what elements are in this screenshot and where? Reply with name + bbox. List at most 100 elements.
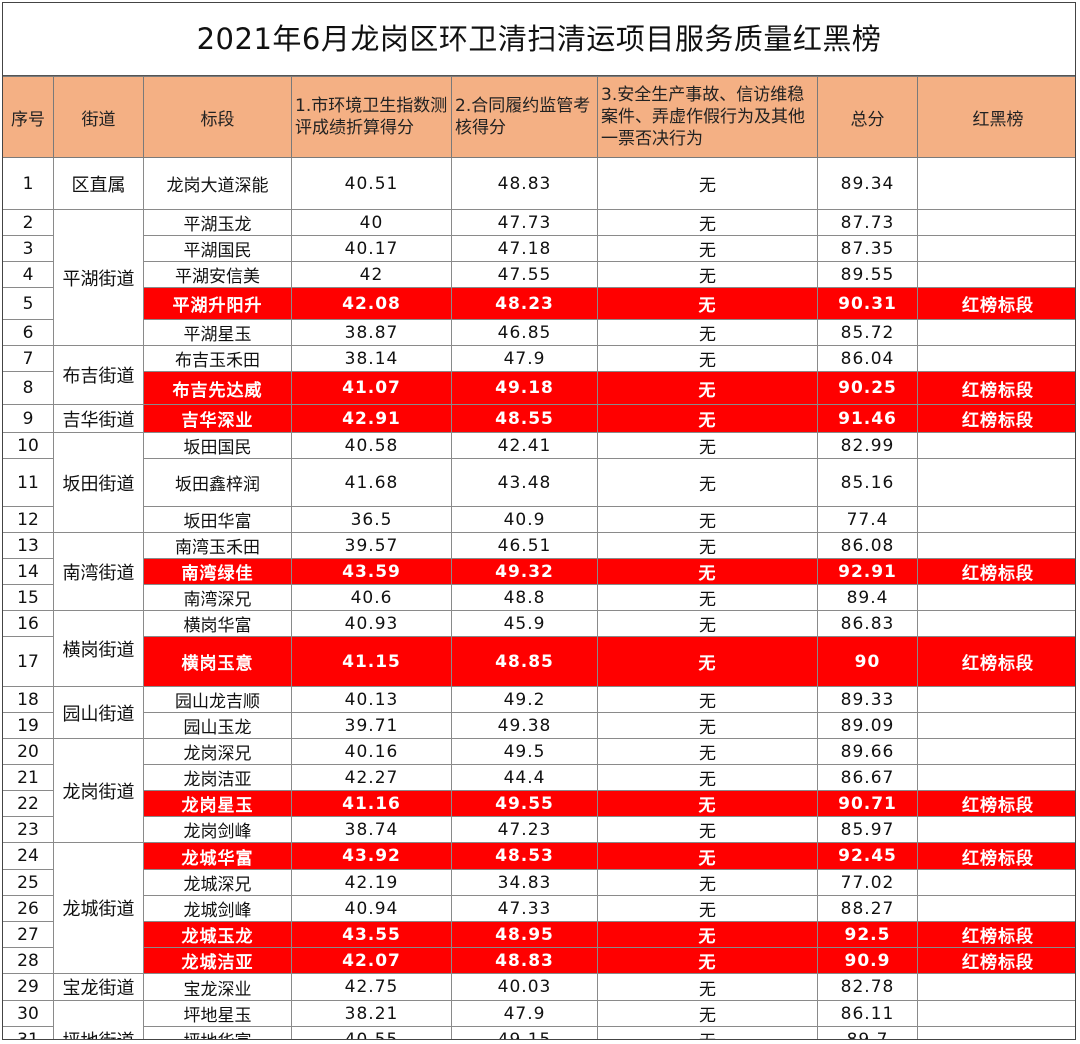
section-name: 龙城剑峰 xyxy=(143,895,292,922)
row-number: 21 xyxy=(3,764,54,791)
section-name: 龙城深兄 xyxy=(143,869,292,896)
score-2: 48.55 xyxy=(451,404,598,433)
section-name: 吉华深业 xyxy=(143,404,292,433)
total-score: 86.08 xyxy=(817,532,918,559)
score-3: 无 xyxy=(597,345,818,372)
section-name: 布吉先达威 xyxy=(143,371,292,405)
total-score: 90.31 xyxy=(817,287,918,320)
section-name: 南湾深兄 xyxy=(143,584,292,611)
total-score: 92.45 xyxy=(817,842,918,870)
score-3: 无 xyxy=(597,261,818,288)
header-row: 序号 街道 标段 1.市环境卫生指数测评成绩折算得分 2.合同履约监管考核得分 … xyxy=(3,76,1075,158)
row-number: 15 xyxy=(3,584,54,611)
table-row: 9 吉华街道 吉华深业 42.91 48.55 无 91.46 红榜标段 xyxy=(3,404,1075,433)
red-black-status xyxy=(917,209,1075,236)
table-row: 10 坂田街道 坂田国民 40.58 42.41 无 82.99 xyxy=(3,432,1075,533)
table-row: 7 布吉街道 布吉玉禾田 38.14 47.9 无 86.04 xyxy=(3,345,1075,405)
section-name: 平湖安信美 xyxy=(143,261,292,288)
table-row: 22 龙岗星玉 41.16 49.55 无 90.71 红榜标段 xyxy=(3,790,1075,817)
row-number: 19 xyxy=(3,712,54,739)
street-name: 龙城街道 xyxy=(53,842,144,974)
score-2: 47.18 xyxy=(451,235,598,262)
row-number: 25 xyxy=(3,869,54,896)
section-name: 平湖升阳升 xyxy=(143,287,292,320)
total-score: 85.16 xyxy=(817,458,918,507)
table-row: 5 平湖升阳升 42.08 48.23 无 90.31 红榜标段 xyxy=(3,287,1075,320)
table-row: 8 布吉先达威 41.07 49.18 无 90.25 红榜标段 xyxy=(3,371,1075,405)
red-black-status xyxy=(917,764,1075,791)
score-2: 48.85 xyxy=(451,636,598,687)
score-1: 40.6 xyxy=(291,584,452,611)
score-3: 无 xyxy=(597,816,818,843)
section-name: 南湾绿佳 xyxy=(143,558,292,585)
score-3: 无 xyxy=(597,738,818,765)
header-score2: 2.合同履约监管考核得分 xyxy=(451,76,598,158)
row-number: 29 xyxy=(3,973,54,1001)
street-name: 横岗街道 xyxy=(53,610,144,687)
section-name: 横岗华富 xyxy=(143,610,292,637)
score-1: 42 xyxy=(291,261,452,288)
table-row: 27 龙城玉龙 43.55 48.95 无 92.5 红榜标段 xyxy=(3,921,1075,948)
row-number: 23 xyxy=(3,816,54,843)
row-number: 26 xyxy=(3,895,54,922)
score-1: 40.55 xyxy=(291,1026,452,1039)
score-3: 无 xyxy=(597,921,818,948)
row-number: 5 xyxy=(3,287,54,320)
row-number: 2 xyxy=(3,209,54,236)
section-name: 南湾玉禾田 xyxy=(143,532,292,559)
total-score: 85.72 xyxy=(817,319,918,346)
score-2: 49.15 xyxy=(451,1026,598,1039)
row-number: 1 xyxy=(3,157,54,210)
score-2: 46.85 xyxy=(451,319,598,346)
red-black-status xyxy=(917,532,1075,559)
score-1: 40 xyxy=(291,209,452,236)
row-number: 13 xyxy=(3,532,54,559)
score-2: 47.73 xyxy=(451,209,598,236)
section-name: 平湖玉龙 xyxy=(143,209,292,236)
score-1: 40.16 xyxy=(291,738,452,765)
street-name: 龙岗街道 xyxy=(53,738,144,843)
red-black-status xyxy=(917,895,1075,922)
row-number: 8 xyxy=(3,371,54,405)
score-1: 38.21 xyxy=(291,1000,452,1027)
score-2: 49.55 xyxy=(451,790,598,817)
score-1: 41.15 xyxy=(291,636,452,687)
score-3: 无 xyxy=(597,1026,818,1039)
section-name: 龙城华富 xyxy=(143,842,292,870)
table-row: 11 坂田鑫梓润 41.68 43.48 无 85.16 xyxy=(3,458,1075,507)
score-3: 无 xyxy=(597,558,818,585)
total-score: 91.46 xyxy=(817,404,918,433)
score-3: 无 xyxy=(597,319,818,346)
table-row: 13 南湾街道 南湾玉禾田 39.57 46.51 无 86.08 xyxy=(3,532,1075,611)
total-score: 87.73 xyxy=(817,209,918,236)
page-title: 2021年6月龙岗区环卫清扫清运项目服务质量红黑榜 xyxy=(3,3,1075,76)
score-1: 42.91 xyxy=(291,404,452,433)
score-2: 44.4 xyxy=(451,764,598,791)
section-name: 龙岗大道深能 xyxy=(143,157,292,210)
score-2: 49.32 xyxy=(451,558,598,585)
score-2: 48.95 xyxy=(451,921,598,948)
score-2: 40.9 xyxy=(451,506,598,533)
score-3: 无 xyxy=(597,584,818,611)
score-3: 无 xyxy=(597,404,818,433)
total-score: 77.02 xyxy=(817,869,918,896)
table-row: 14 南湾绿佳 43.59 49.32 无 92.91 红榜标段 xyxy=(3,558,1075,585)
total-score: 88.27 xyxy=(817,895,918,922)
total-score: 82.78 xyxy=(817,973,918,1001)
total-score: 90.25 xyxy=(817,371,918,405)
score-1: 43.55 xyxy=(291,921,452,948)
total-score: 82.99 xyxy=(817,432,918,459)
red-black-status xyxy=(917,584,1075,611)
score-3: 无 xyxy=(597,869,818,896)
score-3: 无 xyxy=(597,209,818,236)
score-3: 无 xyxy=(597,610,818,637)
score-1: 40.17 xyxy=(291,235,452,262)
score-1: 40.58 xyxy=(291,432,452,459)
score-2: 47.9 xyxy=(451,345,598,372)
score-2: 48.83 xyxy=(451,157,598,210)
score-1: 42.27 xyxy=(291,764,452,791)
score-1: 38.14 xyxy=(291,345,452,372)
table-row: 26 龙城剑峰 40.94 47.33 无 88.27 xyxy=(3,895,1075,922)
red-black-status xyxy=(917,261,1075,288)
